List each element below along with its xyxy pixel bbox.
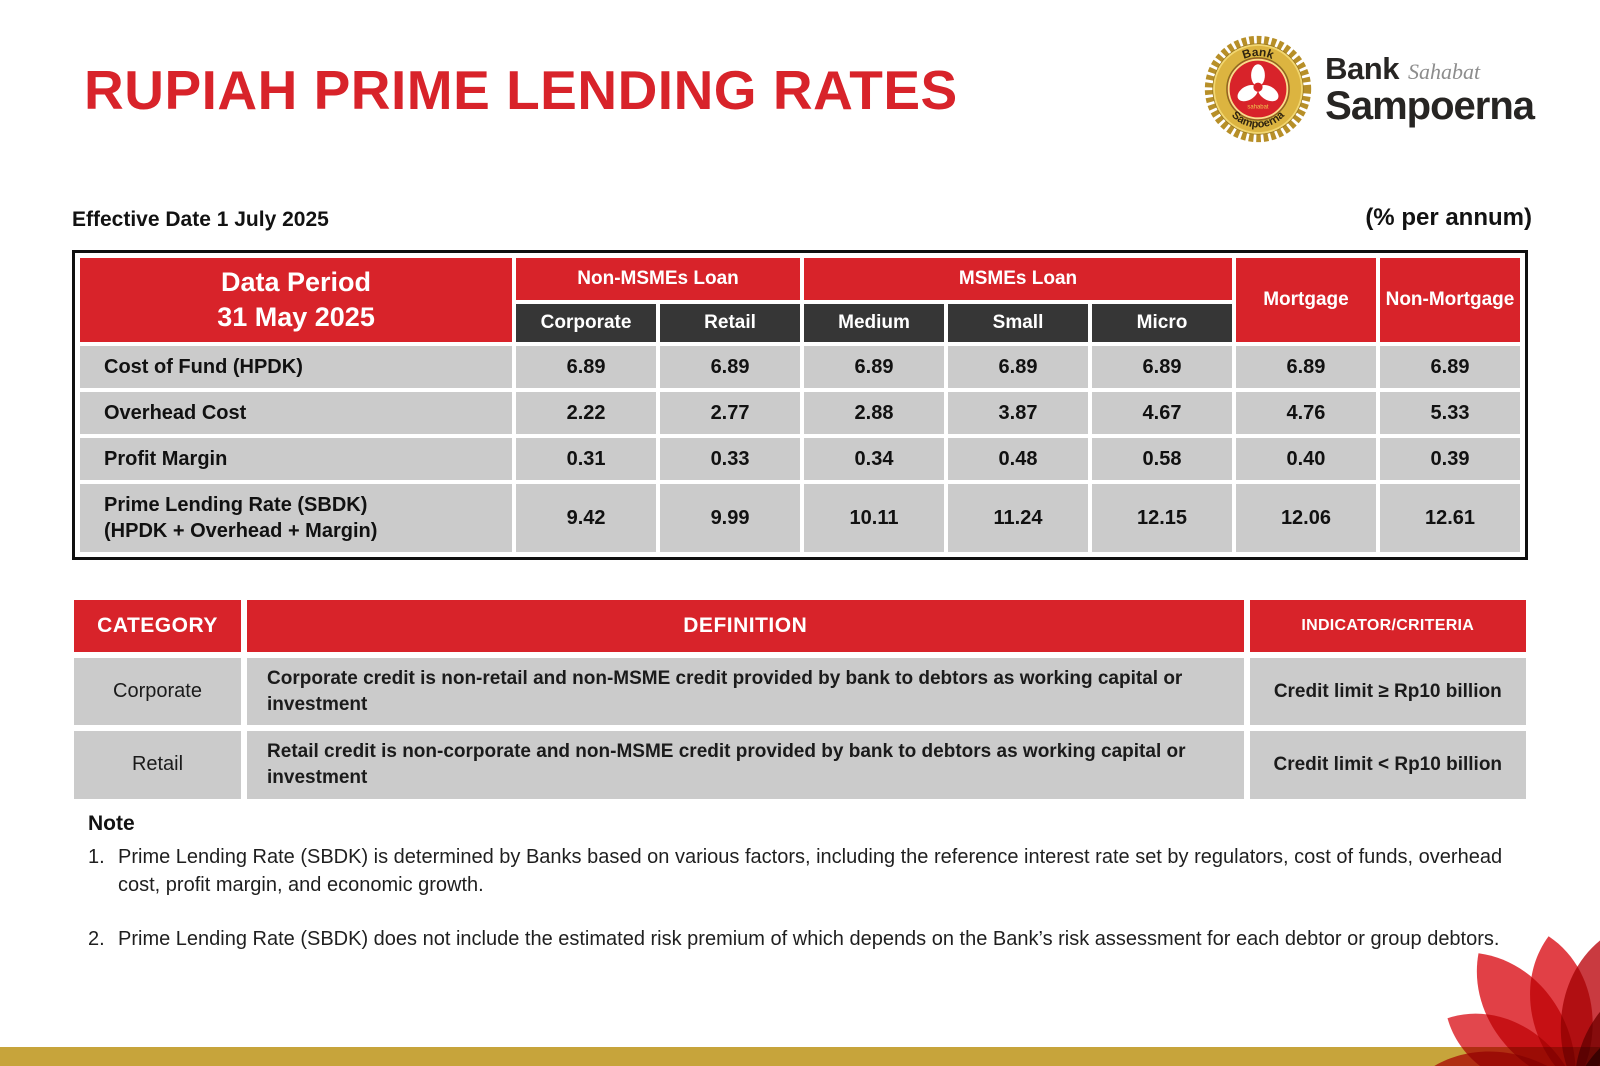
- rate-cell: 2.22: [516, 392, 657, 434]
- wordmark-bank: Bank: [1325, 50, 1399, 86]
- notes-section: Note 1. Prime Lending Rate (SBDK) is det…: [88, 812, 1540, 979]
- row-label-line2: (HPDK + Overhead + Margin): [104, 520, 378, 542]
- definition-cell: Corporate credit is non-retail and non-M…: [247, 658, 1244, 726]
- gold-footer-bar: [0, 1047, 1600, 1066]
- bank-wordmark: Bank Sahabat Sampoerna: [1325, 50, 1535, 128]
- column-header-small: Small: [948, 304, 1088, 342]
- header-definition: DEFINITION: [247, 600, 1244, 652]
- rate-cell: 6.89: [1235, 346, 1376, 388]
- category-cell: Corporate: [74, 658, 242, 726]
- rate-cell: 3.87: [948, 392, 1088, 434]
- rates-table: Data Period 31 May 2025 Non-MSMEs Loan M…: [76, 254, 1524, 556]
- rate-cell: 0.39: [1379, 438, 1520, 480]
- bank-sampoerna-logo: Bank Sampoerna sahabat Bank Sahabat Samp…: [1203, 34, 1535, 144]
- table-row-cost-of-fund: Cost of Fund (HPDK) 6.89 6.89 6.89 6.89 …: [80, 346, 1520, 388]
- wordmark-sahabat: Sahabat: [1407, 58, 1481, 84]
- group-header-msme: MSMEs Loan: [804, 258, 1232, 300]
- header-category: CATEGORY: [74, 600, 242, 652]
- data-period-header: Data Period 31 May 2025: [80, 258, 513, 342]
- rate-cell: 12.61: [1379, 484, 1520, 552]
- definition-cell: Retail credit is non-corporate and non-M…: [247, 731, 1244, 799]
- rate-cell: 12.15: [1092, 484, 1232, 552]
- definition-row-retail: Retail Retail credit is non-corporate an…: [74, 731, 1526, 799]
- rate-cell: 0.34: [804, 438, 945, 480]
- column-header-micro: Micro: [1092, 304, 1232, 342]
- note-number: 1.: [88, 846, 105, 868]
- rate-cell: 2.77: [660, 392, 801, 434]
- row-label-line1: Prime Lending Rate (SBDK): [104, 494, 368, 516]
- group-header-non-msme: Non-MSMEs Loan: [516, 258, 801, 300]
- rate-cell: 6.89: [804, 346, 945, 388]
- rate-cell: 0.48: [948, 438, 1088, 480]
- criteria-cell: Credit limit ≥ Rp10 billion: [1249, 658, 1526, 726]
- rate-cell: 6.89: [1092, 346, 1232, 388]
- column-header-corporate: Corporate: [516, 304, 657, 342]
- trefoil-icon: [1237, 64, 1279, 102]
- medallion-sahabat-text: sahabat: [1248, 104, 1269, 110]
- sampoerna-flower-decoration: [1415, 931, 1600, 1066]
- rate-cell: 0.33: [660, 438, 801, 480]
- column-header-non-mortgage: Non-Mortgage: [1379, 258, 1520, 342]
- note-number: 2.: [88, 928, 105, 950]
- note-text: Prime Lending Rate (SBDK) is determined …: [118, 846, 1503, 896]
- rate-cell: 11.24: [948, 484, 1088, 552]
- rate-cell: 4.67: [1092, 392, 1232, 434]
- table-row-profit-margin: Profit Margin 0.31 0.33 0.34 0.48 0.58 0…: [80, 438, 1520, 480]
- note-item-1: 1. Prime Lending Rate (SBDK) is determin…: [88, 843, 1540, 899]
- category-cell: Retail: [74, 731, 242, 799]
- rates-table-wrapper: Data Period 31 May 2025 Non-MSMEs Loan M…: [72, 250, 1528, 560]
- rate-cell: 0.31: [516, 438, 657, 480]
- notes-title: Note: [88, 812, 135, 835]
- definition-row-corporate: Corporate Corporate credit is non-retail…: [74, 658, 1526, 726]
- column-header-medium: Medium: [804, 304, 945, 342]
- rate-cell: 6.89: [948, 346, 1088, 388]
- rate-cell: 5.33: [1379, 392, 1520, 434]
- rate-cell: 2.88: [804, 392, 945, 434]
- column-header-retail: Retail: [660, 304, 801, 342]
- column-header-mortgage: Mortgage: [1235, 258, 1376, 342]
- page-title: RUPIAH PRIME LENDING RATES: [84, 59, 958, 121]
- rate-cell: 6.89: [660, 346, 801, 388]
- rate-cell: 10.11: [804, 484, 945, 552]
- note-item-2: 2. Prime Lending Rate (SBDK) does not in…: [88, 925, 1540, 953]
- data-period-line2: 31 May 2025: [217, 302, 375, 332]
- header-indicator-criteria: INDICATOR/CRITERIA: [1249, 600, 1526, 652]
- unit-label: (% per annum): [1365, 204, 1532, 231]
- wordmark-sampoerna: Sampoerna: [1325, 83, 1535, 128]
- rate-cell: 9.42: [516, 484, 657, 552]
- rate-cell: 6.89: [1379, 346, 1520, 388]
- rate-cell: 6.89: [516, 346, 657, 388]
- criteria-cell: Credit limit < Rp10 billion: [1249, 731, 1526, 799]
- data-period-line1: Data Period: [221, 266, 372, 297]
- row-label: Profit Margin: [80, 438, 513, 480]
- rate-cell: 0.58: [1092, 438, 1232, 480]
- rate-cell: 12.06: [1235, 484, 1376, 552]
- note-text: Prime Lending Rate (SBDK) does not inclu…: [118, 928, 1500, 950]
- rate-cell: 0.40: [1235, 438, 1376, 480]
- table-row-prime-lending-rate: Prime Lending Rate (SBDK) (HPDK + Overhe…: [80, 484, 1520, 552]
- row-label: Overhead Cost: [80, 392, 513, 434]
- rate-cell: 4.76: [1235, 392, 1376, 434]
- table-row-overhead-cost: Overhead Cost 2.22 2.77 2.88 3.87 4.67 4…: [80, 392, 1520, 434]
- effective-date: Effective Date 1 July 2025: [72, 208, 329, 231]
- rate-cell: 9.99: [660, 484, 801, 552]
- bank-sampoerna-medallion-icon: Bank Sampoerna sahabat: [1204, 35, 1312, 143]
- row-label: Cost of Fund (HPDK): [80, 346, 513, 388]
- row-label: Prime Lending Rate (SBDK) (HPDK + Overhe…: [80, 484, 513, 552]
- definition-table: CATEGORY DEFINITION INDICATOR/CRITERIA C…: [68, 594, 1532, 805]
